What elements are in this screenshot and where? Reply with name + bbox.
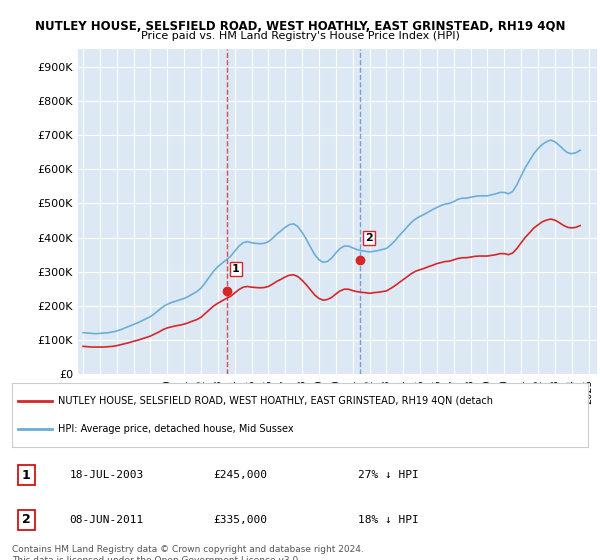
Text: 2: 2 bbox=[365, 233, 373, 243]
Text: NUTLEY HOUSE, SELSFIELD ROAD, WEST HOATHLY, EAST GRINSTEAD, RH19 4QN: NUTLEY HOUSE, SELSFIELD ROAD, WEST HOATH… bbox=[35, 20, 565, 32]
Text: 1: 1 bbox=[22, 469, 31, 482]
Text: 18-JUL-2003: 18-JUL-2003 bbox=[70, 470, 144, 480]
Text: 1: 1 bbox=[232, 264, 240, 274]
Text: 27% ↓ HPI: 27% ↓ HPI bbox=[358, 470, 418, 480]
Text: 18% ↓ HPI: 18% ↓ HPI bbox=[358, 515, 418, 525]
Text: £335,000: £335,000 bbox=[214, 515, 268, 525]
Text: Price paid vs. HM Land Registry's House Price Index (HPI): Price paid vs. HM Land Registry's House … bbox=[140, 31, 460, 41]
Text: HPI: Average price, detached house, Mid Sussex: HPI: Average price, detached house, Mid … bbox=[58, 424, 294, 434]
Text: NUTLEY HOUSE, SELSFIELD ROAD, WEST HOATHLY, EAST GRINSTEAD, RH19 4QN (detach: NUTLEY HOUSE, SELSFIELD ROAD, WEST HOATH… bbox=[58, 396, 493, 406]
Text: Contains HM Land Registry data © Crown copyright and database right 2024.
This d: Contains HM Land Registry data © Crown c… bbox=[12, 545, 364, 560]
Text: 2: 2 bbox=[22, 514, 31, 526]
Text: £245,000: £245,000 bbox=[214, 470, 268, 480]
Text: 08-JUN-2011: 08-JUN-2011 bbox=[70, 515, 144, 525]
